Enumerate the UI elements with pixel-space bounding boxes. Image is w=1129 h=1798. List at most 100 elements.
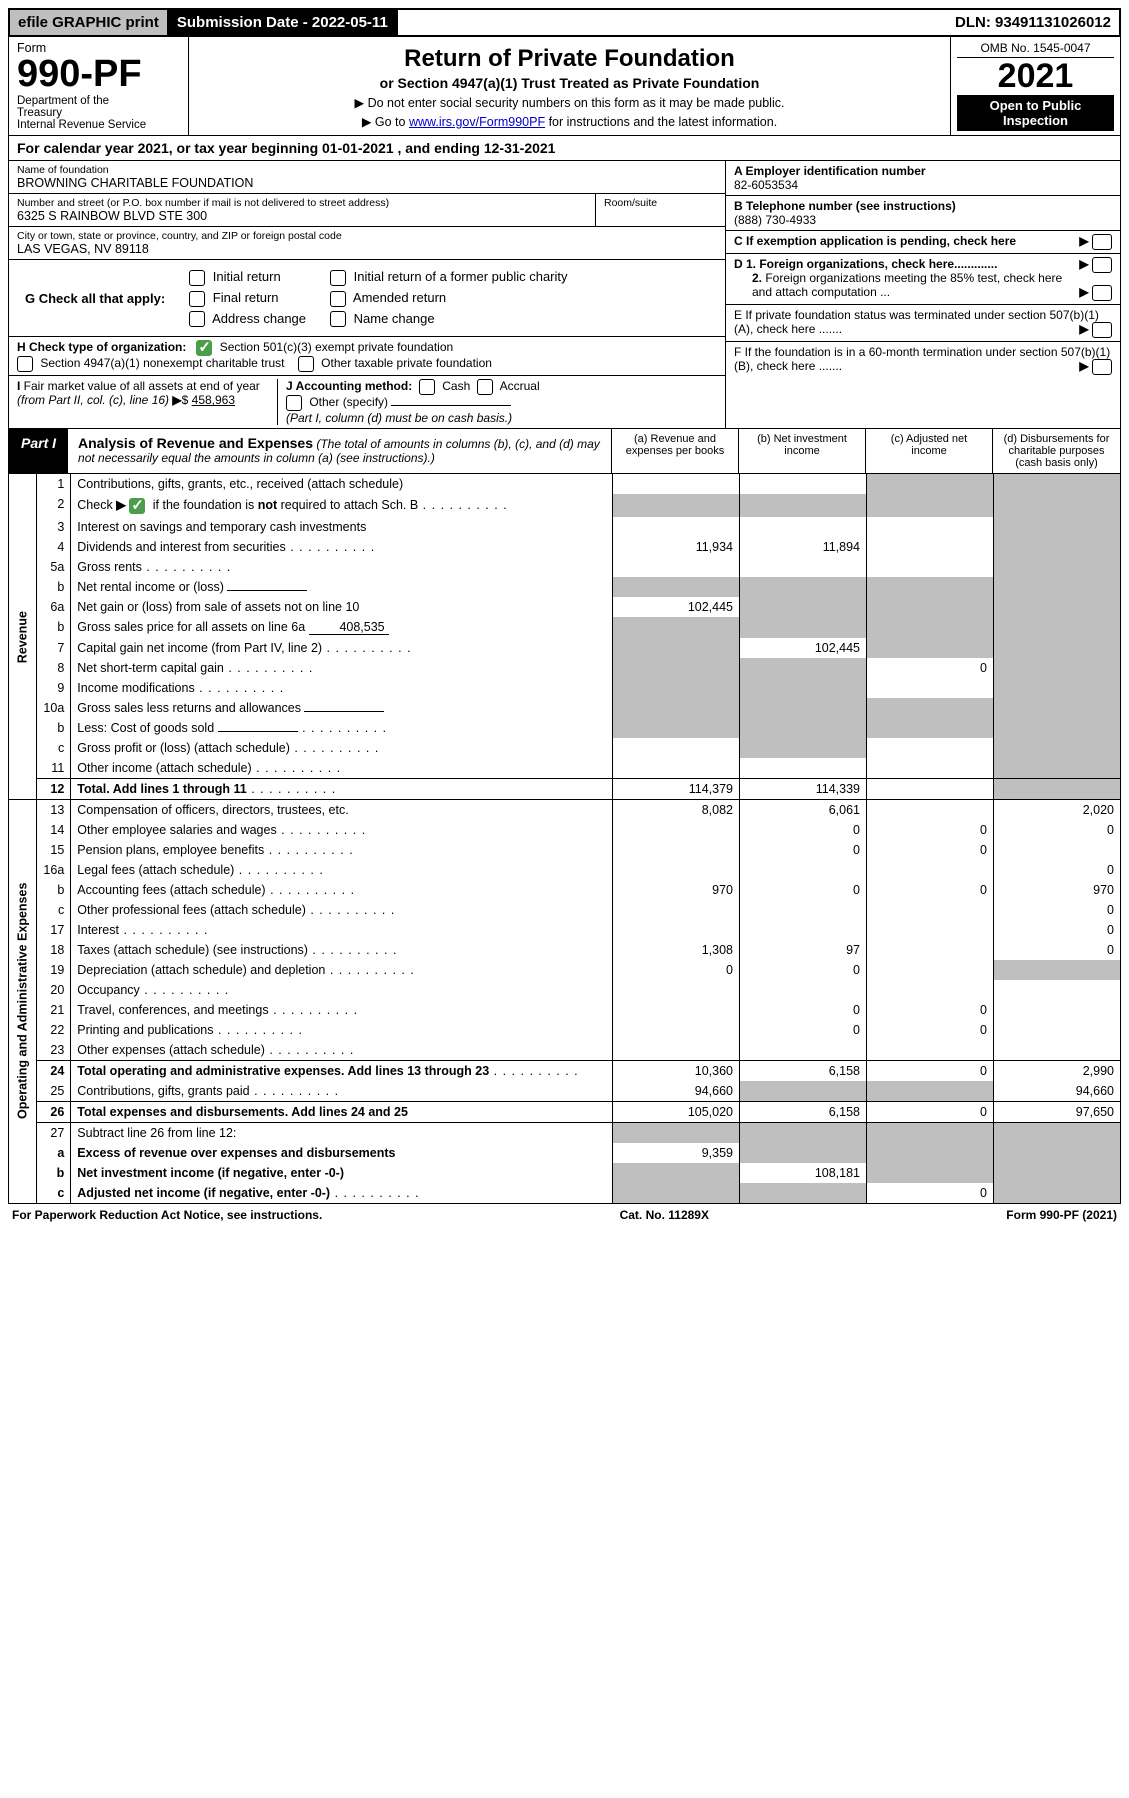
amount-cell [867,1163,994,1183]
city-state-zip: LAS VEGAS, NV 89118 [17,242,717,256]
header-left: Form 990-PF Department of theTreasuryInt… [9,37,189,135]
chk-d1[interactable] [1092,257,1112,273]
amount-cell [740,698,867,718]
line-number: c [37,738,71,758]
amount-cell [740,920,867,940]
line-desc: Net gain or (loss) from sale of assets n… [71,597,613,617]
line-number: 3 [37,517,71,537]
amount-cell: 0 [867,1060,994,1081]
amount-cell: 102,445 [613,597,740,617]
chk-accrual[interactable] [477,379,493,395]
chk-schb[interactable] [129,498,145,514]
chk-name-change[interactable] [330,311,346,327]
line-number: 2 [37,494,71,517]
amount-cell [613,738,740,758]
amount-cell: 0 [994,820,1121,840]
amount-cell: 105,020 [613,1101,740,1122]
amount-cell [613,900,740,920]
amount-cell: 970 [613,880,740,900]
chk-initial-return[interactable] [189,270,205,286]
amount-cell [740,1122,867,1143]
j-note: (Part I, column (d) must be on cash basi… [286,411,512,425]
chk-initial-former[interactable] [330,270,346,286]
amount-cell [740,1183,867,1204]
amount-cell [867,617,994,638]
chk-address-change[interactable] [189,311,205,327]
line-desc: Less: Cost of goods sold [71,718,613,738]
amount-cell [994,1000,1121,1020]
amount-cell: 6,061 [740,799,867,820]
line-number: 17 [37,920,71,940]
line-desc: Travel, conferences, and meetings [71,1000,613,1020]
amount-cell: 2,020 [994,799,1121,820]
amount-cell: 0 [740,880,867,900]
efile-print-label[interactable]: efile GRAPHIC print [10,10,169,35]
g-section: G Check all that apply: Initial return F… [9,260,725,337]
amount-cell [994,960,1121,980]
amount-cell [994,1122,1121,1143]
line-number: b [37,1163,71,1183]
form-title: Return of Private Foundation [201,45,938,73]
amount-cell: 108,181 [740,1163,867,1183]
f-cell: F If the foundation is in a 60-month ter… [726,342,1120,378]
chk-cash[interactable] [419,379,435,395]
amount-cell [613,980,740,1000]
amount-cell: 0 [740,1020,867,1040]
amount-cell [867,1081,994,1102]
line-number: 20 [37,980,71,1000]
phone-value: (888) 730-4933 [734,213,1112,227]
e-cell: E If private foundation status was termi… [726,305,1120,342]
amount-cell [867,678,994,698]
page-footer: For Paperwork Reduction Act Notice, see … [8,1208,1121,1222]
line-desc: Legal fees (attach schedule) [71,860,613,880]
chk-final-return[interactable] [189,291,205,307]
chk-other-taxable[interactable] [298,356,314,372]
chk-4947a1[interactable] [17,356,33,372]
foundation-name: BROWNING CHARITABLE FOUNDATION [17,176,717,190]
amount-cell [994,517,1121,537]
top-bar: efile GRAPHIC print Submission Date - 20… [8,8,1121,37]
amount-cell [613,494,740,517]
chk-amended[interactable] [330,291,346,307]
line-desc: Dividends and interest from securities [71,537,613,557]
chk-f[interactable] [1092,359,1112,375]
chk-e[interactable] [1092,322,1112,338]
line-desc: Accounting fees (attach schedule) [71,880,613,900]
j-accounting: J Accounting method: Cash Accrual Other … [277,379,717,425]
line-desc: Adjusted net income (if negative, enter … [71,1183,613,1204]
amount-cell [867,494,994,517]
line-number: 8 [37,658,71,678]
chk-d2[interactable] [1092,285,1112,301]
g-label: G Check all that apply: [25,291,165,306]
chk-other-method[interactable] [286,395,302,411]
line-number: 25 [37,1081,71,1102]
part1-table: Revenue1Contributions, gifts, grants, et… [8,474,1121,1204]
amount-cell [867,960,994,980]
amount-cell: 1,308 [613,940,740,960]
amount-cell [867,940,994,960]
amount-cell [613,1020,740,1040]
amount-cell [867,900,994,920]
form-ref: Form 990-PF (2021) [1006,1208,1117,1222]
entity-info: Name of foundation BROWNING CHARITABLE F… [8,161,1121,429]
ein-value: 82-6053534 [734,178,1112,192]
line-desc: Capital gain net income (from Part IV, l… [71,638,613,658]
line-desc: Excess of revenue over expenses and disb… [71,1143,613,1163]
amount-cell [867,537,994,557]
amount-cell [867,799,994,820]
chk-c-pending[interactable] [1092,234,1112,250]
amount-cell [613,557,740,577]
irs-link[interactable]: www.irs.gov/Form990PF [409,115,545,129]
amount-cell: 0 [867,840,994,860]
amount-cell: 0 [740,960,867,980]
chk-501c3[interactable] [196,340,212,356]
line-desc: Other professional fees (attach schedule… [71,900,613,920]
amount-cell [740,980,867,1000]
dept-treasury: Department of theTreasuryInternal Revenu… [17,95,180,131]
amount-cell [613,678,740,698]
line-desc: Gross rents [71,557,613,577]
open-public: Open to Public Inspection [957,95,1114,131]
amount-cell: 0 [740,840,867,860]
amount-cell [740,597,867,617]
amount-cell [613,617,740,638]
